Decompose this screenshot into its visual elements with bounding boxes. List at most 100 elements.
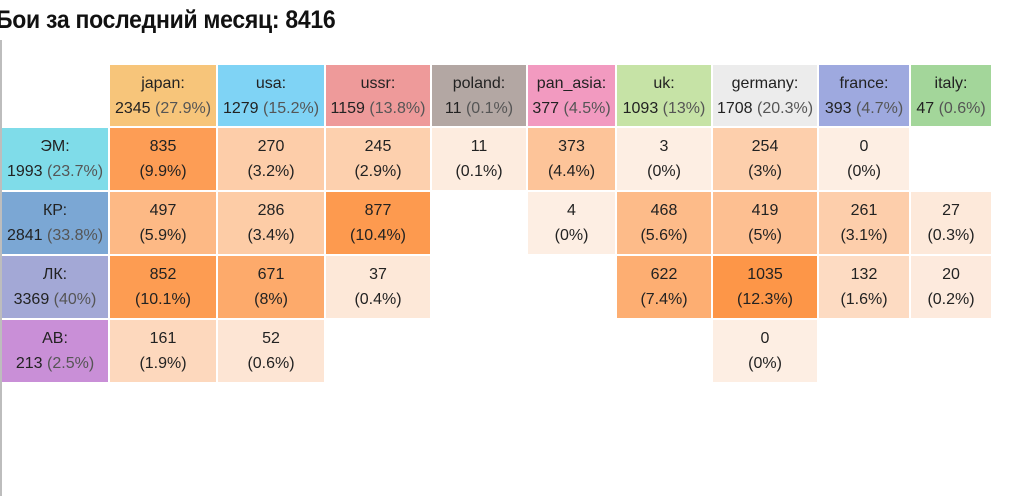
table-row: ЭМ: 1993 (23.7%) 835 (9.9%) 270 (3.2%) 245 (2.9…	[2, 128, 991, 190]
row-total-value: 3369	[13, 291, 50, 308]
cell-percent: (9.9%)	[139, 163, 187, 180]
column-total: 393 (4.7%)	[819, 96, 909, 121]
row-total: 1993 (23.7%)	[2, 159, 108, 184]
column-total-percent: (15.2%)	[263, 99, 320, 117]
row-total-value: 2841	[6, 227, 43, 244]
column-total-value: 11	[444, 99, 462, 117]
column-total-percent: (27.9%)	[155, 99, 212, 117]
cell-percent: (5%)	[748, 227, 782, 244]
column-total: 1279 (15.2%)	[218, 96, 324, 121]
cell-percent: (10.1%)	[134, 291, 192, 308]
table-row: АВ: 213 (2.5%) 161 (1.9%) 52 (0.6%) 0 (0%)	[2, 320, 991, 382]
cell-percent: (3.4%)	[247, 227, 295, 244]
row-label: АВ:	[42, 330, 68, 347]
column-total-value: 2345	[114, 99, 151, 117]
heatmap-cell: 0 (0%)	[819, 128, 909, 190]
empty-cell	[432, 256, 526, 318]
cell-percent: (3.1%)	[840, 227, 888, 244]
cell-percent: (10.4%)	[349, 227, 407, 244]
heatmap-cell: 468 (5.6%)	[617, 192, 711, 254]
heatmap-cell: 270 (3.2%)	[218, 128, 324, 190]
row-header-ЭМ: ЭМ: 1993 (23.7%)	[2, 128, 108, 190]
cell-percent: (0%)	[647, 163, 681, 180]
heatmap-cell: 132 (1.6%)	[819, 256, 909, 318]
empty-cell	[326, 320, 430, 382]
cell-percent: (1.6%)	[840, 291, 888, 308]
cell-percent: (0%)	[554, 227, 589, 244]
row-label: ЭМ:	[40, 138, 70, 155]
column-header-italy: italy: 47 (0.6%)	[911, 65, 991, 126]
column-total-value: 393	[824, 99, 852, 117]
empty-cell	[528, 320, 615, 382]
cell-percent: (0.4%)	[354, 291, 402, 308]
cell-value: 254	[751, 138, 779, 155]
cell-value: 270	[257, 138, 285, 155]
heatmap-cell: 419 (5%)	[713, 192, 817, 254]
cell-value: 877	[364, 202, 392, 219]
cell-value: 11	[470, 138, 488, 155]
empty-cell	[432, 320, 526, 382]
column-total: 1093 (13%)	[617, 96, 711, 121]
column-total: 377 (4.5%)	[528, 96, 615, 121]
column-header-usa: usa: 1279 (15.2%)	[218, 65, 324, 126]
column-header-france: france: 393 (4.7%)	[819, 65, 909, 126]
column-total: 1708 (20.3%)	[713, 96, 817, 121]
column-label: france:	[839, 74, 889, 92]
heatmap-cell: 245 (2.9%)	[326, 128, 430, 190]
row-label: ЛК:	[42, 266, 68, 283]
column-label: germany:	[731, 74, 799, 92]
column-label: japan:	[141, 74, 185, 92]
heatmap-cell: 261 (3.1%)	[819, 192, 909, 254]
cell-value: 0	[859, 138, 869, 155]
column-header-ussr: ussr: 1159 (13.8%)	[326, 65, 430, 126]
column-total-value: 1279	[222, 99, 259, 117]
cell-value: 4	[567, 202, 576, 219]
battles-heatmap-table: japan: 2345 (27.9%) usa: 1279 (15.2%) ussr: 1…	[0, 63, 993, 384]
empty-cell	[911, 128, 991, 190]
cell-percent: (0.2%)	[927, 291, 975, 308]
heatmap-cell: 11 (0.1%)	[432, 128, 526, 190]
heatmap-cell: 671 (8%)	[218, 256, 324, 318]
row-total-value: 213	[15, 355, 43, 372]
cell-value: 161	[149, 330, 177, 347]
column-total-percent: (0.6%)	[938, 99, 986, 117]
cell-percent: (4.4%)	[547, 163, 596, 180]
left-divider	[0, 40, 2, 496]
table-row: КР: 2841 (33.8%) 497 (5.9%) 286 (3.4%) 877 (10.…	[2, 192, 991, 254]
column-total-percent: (0.1%)	[465, 99, 514, 117]
column-total-percent: (4.7%)	[856, 99, 904, 117]
row-total: 2841 (33.8%)	[2, 223, 108, 248]
heatmap-cell: 161 (1.9%)	[110, 320, 216, 382]
cell-percent: (8%)	[254, 291, 288, 308]
column-total: 1159 (13.8%)	[326, 96, 430, 121]
cell-percent: (2.9%)	[354, 163, 402, 180]
heatmap-cell: 835 (9.9%)	[110, 128, 216, 190]
column-total-value: 377	[532, 99, 560, 117]
cell-value: 497	[149, 202, 177, 219]
column-total-percent: (13.8%)	[369, 99, 426, 117]
cell-value: 468	[650, 202, 678, 219]
empty-cell	[432, 192, 526, 254]
row-total-percent: (2.5%)	[47, 355, 95, 372]
heatmap-cell: 286 (3.4%)	[218, 192, 324, 254]
heatmap-cell: 20 (0.2%)	[911, 256, 991, 318]
cell-percent: (1.9%)	[139, 355, 187, 372]
row-total-value: 1993	[6, 163, 43, 180]
column-label: italy:	[934, 74, 968, 92]
heatmap-cell: 27 (0.3%)	[911, 192, 991, 254]
row-total-percent: (23.7%)	[47, 163, 104, 180]
cell-value: 261	[850, 202, 878, 219]
cell-percent: (0%)	[748, 355, 782, 372]
table-row: ЛК: 3369 (40%) 852 (10.1%) 671 (8%) 37 (0.4%) 62…	[2, 256, 991, 318]
cell-value: 132	[850, 266, 878, 283]
heatmap-cell: 3 (0%)	[617, 128, 711, 190]
heatmap-cell: 852 (10.1%)	[110, 256, 216, 318]
row-total: 3369 (40%)	[2, 287, 108, 312]
column-header-uk: uk: 1093 (13%)	[617, 65, 711, 126]
cell-value: 835	[149, 138, 177, 155]
cell-value: 1035	[747, 266, 783, 283]
heatmap-cell: 877 (10.4%)	[326, 192, 430, 254]
cell-percent: (5.9%)	[139, 227, 187, 244]
column-total: 2345 (27.9%)	[110, 96, 216, 121]
column-total: 11 (0.1%)	[432, 96, 526, 121]
